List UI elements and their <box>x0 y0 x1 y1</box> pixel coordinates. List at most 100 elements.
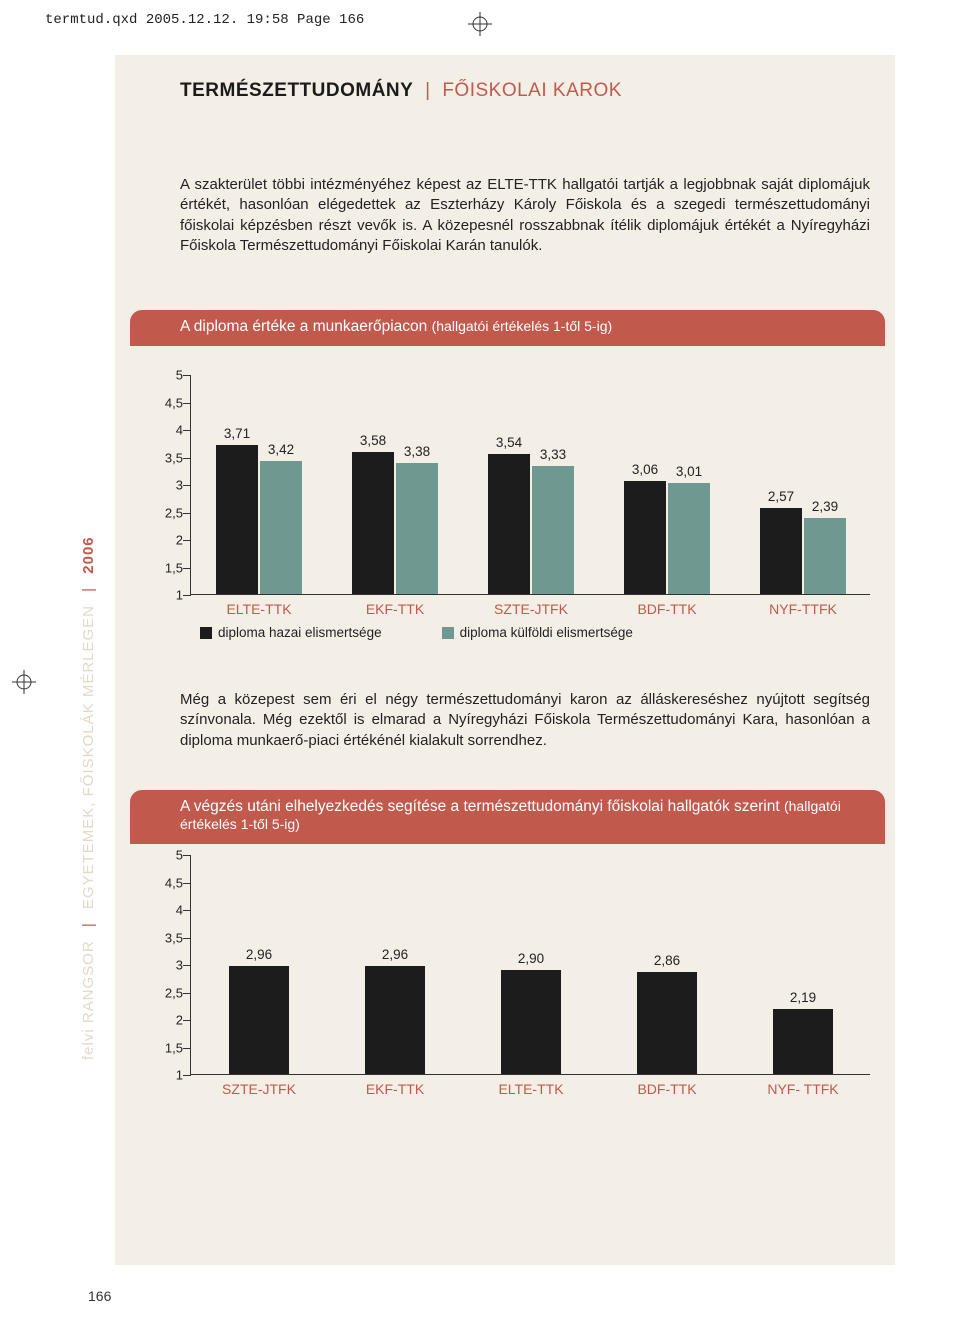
x-category-label: BDF-TTK <box>637 601 696 617</box>
x-category-label: EKF-TTK <box>366 601 424 617</box>
bar-value-label: 2,19 <box>773 990 833 1005</box>
y-tick-label: 1 <box>151 1068 183 1083</box>
print-header-line: termtud.qxd 2005.12.12. 19:58 Page 166 <box>45 12 364 28</box>
y-tick <box>183 1020 191 1021</box>
chart1-banner-sub: (hallgatói értékelés 1-től 5-ig) <box>432 318 613 334</box>
y-tick-label: 1 <box>151 588 183 603</box>
bar <box>260 461 302 594</box>
paragraph-1: A szakterület többi intézményéhez képest… <box>180 175 870 256</box>
sidebar-seg-2: EGYETEMEK, FŐISKOLÁK MÉRLEGEN <box>80 605 97 909</box>
bar-value-label: 3,71 <box>207 426 267 441</box>
legend-swatch <box>200 627 212 639</box>
y-tick-label: 2 <box>151 533 183 548</box>
title-subtitle: FŐISKOLAI KAROK <box>442 80 622 101</box>
chart1-legend: diploma hazai elismertsége diploma külföl… <box>200 625 633 640</box>
chart-2: 1 1,5 2 2,5 3 3,5 4 4,5 5 SZTE-JTFK 2,96 EKF-TTK 2,9… <box>130 845 890 1145</box>
y-tick-label: 3,5 <box>151 930 183 945</box>
legend-item: diploma hazai elismertsége <box>200 625 382 640</box>
bar-value-label: 2,86 <box>637 953 697 968</box>
y-tick-label: 4 <box>151 903 183 918</box>
y-tick <box>183 938 191 939</box>
y-tick <box>183 513 191 514</box>
y-tick-label: 5 <box>151 368 183 383</box>
y-tick <box>183 910 191 911</box>
x-category-label: BDF-TTK <box>637 1081 696 1097</box>
y-tick-label: 2 <box>151 1013 183 1028</box>
bar <box>532 466 574 594</box>
x-category-label: EKF-TTK <box>366 1081 424 1097</box>
y-tick <box>183 993 191 994</box>
y-tick-label: 4,5 <box>151 395 183 410</box>
x-category-label: NYF-TTFK <box>769 601 837 617</box>
y-tick <box>183 375 191 376</box>
y-tick <box>183 595 191 596</box>
bar <box>396 463 438 594</box>
chart1-banner: A diploma értéke a munkaerőpiacon (hallg… <box>130 310 885 346</box>
sidebar-seg-3: 2006 <box>80 536 97 573</box>
sidebar-seg-1: felvi RANGSOR <box>80 940 97 1060</box>
y-tick <box>183 458 191 459</box>
y-tick <box>183 855 191 856</box>
bar <box>365 966 425 1074</box>
bar-value-label: 2,39 <box>795 499 855 514</box>
y-tick-label: 5 <box>151 848 183 863</box>
y-tick-label: 1,5 <box>151 1040 183 1055</box>
legend-swatch <box>442 627 454 639</box>
bar <box>804 518 846 594</box>
title-bold: TERMÉSZETTUDOMÁNY <box>180 80 413 101</box>
legend-label: diploma külföldi elismertsége <box>460 625 633 640</box>
bar-value-label: 2,96 <box>229 947 289 962</box>
chart2-plot-area: 11,522,533,544,55SZTE-JTFK2,96EKF-TTK2,9… <box>190 855 870 1075</box>
bar-value-label: 3,38 <box>387 444 447 459</box>
chart-1: 11,522,533,544,55ELTE-TTK3,713,42EKF-TTK… <box>130 365 890 685</box>
bar-value-label: 2,96 <box>365 947 425 962</box>
chart2-banner-main: A végzés utáni elhelyezkedés segítése a … <box>180 798 784 815</box>
y-tick-label: 3,5 <box>151 450 183 465</box>
registration-mark-icon <box>468 12 492 36</box>
x-category-label: SZTE-JTFK <box>222 1081 296 1097</box>
x-category-label: SZTE-JTFK <box>494 601 568 617</box>
bar <box>216 445 258 594</box>
chart1-plot-area: 11,522,533,544,55ELTE-TTK3,713,42EKF-TTK… <box>190 375 870 595</box>
y-tick <box>183 883 191 884</box>
sidebar-sep: | <box>80 579 97 600</box>
y-tick <box>183 1075 191 1076</box>
sidebar-label: felvi RANGSOR | EGYETEMEK, FŐISKOLÁK MÉR… <box>80 380 118 1060</box>
bar <box>760 508 802 594</box>
y-tick-label: 3 <box>151 478 183 493</box>
legend-item: diploma külföldi elismertsége <box>442 625 633 640</box>
page-number: 166 <box>88 1288 111 1304</box>
page: termtud.qxd 2005.12.12. 19:58 Page 166 T… <box>0 0 960 1339</box>
section-title: TERMÉSZETTUDOMÁNY | FŐISKOLAI KAROK <box>180 80 622 102</box>
bar <box>773 1009 833 1074</box>
chart2-banner: A végzés utáni elhelyezkedés segítése a … <box>130 790 885 844</box>
registration-mark-icon <box>12 670 36 694</box>
y-tick <box>183 965 191 966</box>
legend-label: diploma hazai elismertsége <box>218 625 382 640</box>
x-category-label: NYF- TTFK <box>767 1081 838 1097</box>
bar-value-label: 2,90 <box>501 951 561 966</box>
y-tick <box>183 403 191 404</box>
y-tick <box>183 540 191 541</box>
paragraph-2: Még a közepest sem éri el négy természet… <box>180 690 870 751</box>
bar <box>637 972 697 1074</box>
y-tick-label: 4 <box>151 423 183 438</box>
bar-value-label: 3,33 <box>523 447 583 462</box>
y-tick-label: 2,5 <box>151 505 183 520</box>
x-category-label: ELTE-TTK <box>498 1081 563 1097</box>
bar-value-label: 3,42 <box>251 442 311 457</box>
bar-value-label: 3,01 <box>659 464 719 479</box>
y-tick <box>183 1048 191 1049</box>
bar <box>488 454 530 594</box>
y-tick <box>183 568 191 569</box>
bar <box>668 483 710 594</box>
bar <box>352 452 394 594</box>
bar <box>229 966 289 1074</box>
chart1-banner-main: A diploma értéke a munkaerőpiacon <box>180 318 432 335</box>
x-category-label: ELTE-TTK <box>226 601 291 617</box>
y-tick-label: 3 <box>151 958 183 973</box>
y-tick-label: 4,5 <box>151 875 183 890</box>
y-tick <box>183 430 191 431</box>
y-tick-label: 2,5 <box>151 985 183 1000</box>
title-divider: | <box>419 80 436 101</box>
